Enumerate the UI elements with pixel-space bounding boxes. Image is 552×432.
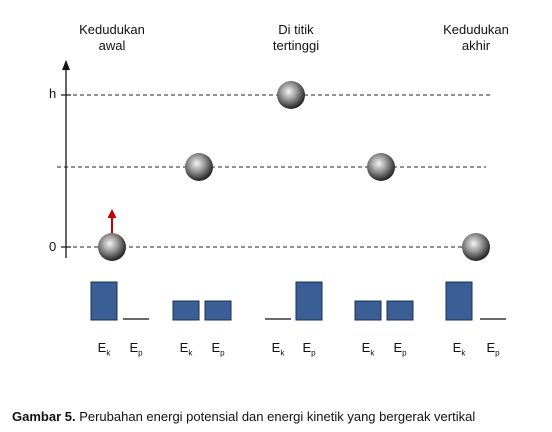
- kinetic-energy-bar-1: [90, 281, 118, 321]
- ek-label-1: Ek: [97, 340, 111, 358]
- ball-final: [462, 233, 490, 261]
- ball-highest: [277, 81, 305, 109]
- energy-bars: [90, 281, 506, 321]
- ek-label-2: Ek: [179, 340, 193, 358]
- ball-rising: [185, 153, 213, 181]
- ek-label-3: Ek: [271, 340, 285, 358]
- ek-label-4: Ek: [361, 340, 375, 358]
- ep-label-4: Ep: [393, 340, 407, 358]
- axis-arrowhead-icon: [62, 60, 70, 70]
- title-highest-point: Di titik tertinggi: [272, 22, 320, 53]
- kinetic-energy-bar-5: [445, 281, 473, 321]
- potential-energy-bar-2: [204, 300, 232, 321]
- ball-falling: [367, 153, 395, 181]
- title-initial-position: Kedudukan awal: [79, 22, 145, 53]
- figure-caption: Gambar 5. Perubahan energi potensial dan…: [12, 409, 475, 424]
- velocity-arrowhead-icon: [107, 209, 117, 218]
- ek-label-5: Ek: [452, 340, 466, 358]
- potential-energy-bar-4: [386, 300, 414, 321]
- title-final-position: Kedudukan akhir: [443, 22, 509, 53]
- kinetic-energy-bar-4: [354, 300, 382, 321]
- ep-label-1: Ep: [129, 340, 143, 358]
- ball-initial: [98, 233, 126, 261]
- caption-text: Perubahan energi potensial dan energi ki…: [75, 409, 476, 424]
- ep-label-5: Ep: [486, 340, 500, 358]
- ep-label-3: Ep: [302, 340, 316, 358]
- ep-label-2: Ep: [211, 340, 225, 358]
- kinetic-energy-bar-2: [172, 300, 200, 321]
- caption-prefix: Gambar 5.: [12, 409, 76, 424]
- potential-energy-bar-3: [295, 281, 323, 321]
- axis-label-h: h: [49, 86, 57, 101]
- axis-label-zero: 0: [49, 239, 57, 254]
